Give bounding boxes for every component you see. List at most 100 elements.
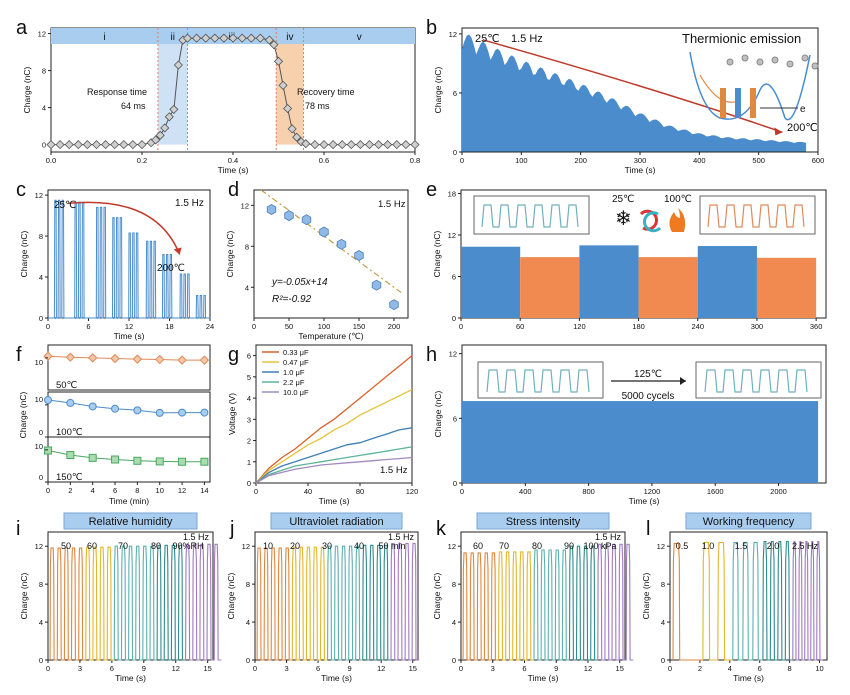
panel-letter-i: i	[16, 518, 20, 540]
start-temp-label: 25℃	[475, 33, 500, 45]
data-point	[133, 406, 142, 415]
y-tick-label: 8	[245, 242, 249, 251]
y-tick-label: 8	[246, 580, 250, 589]
y-tick-label: 6	[247, 352, 251, 361]
y-axis-label: Charge (nC)	[433, 390, 443, 437]
data-point	[110, 353, 120, 364]
data-point	[401, 140, 411, 150]
data-point	[278, 80, 288, 90]
group-label: 30	[322, 541, 332, 551]
start-temp-label: 25℃	[54, 200, 76, 211]
data-point	[119, 140, 129, 150]
data-point	[101, 140, 111, 150]
x-tick-label: 0	[46, 664, 50, 673]
y-tick-label: 12	[448, 231, 456, 240]
group-label: 90	[564, 541, 574, 551]
data-point	[374, 140, 384, 150]
data-point	[389, 299, 399, 311]
y-axis-label: Charge (nC)	[19, 572, 29, 619]
data-point	[192, 33, 202, 43]
series-line	[255, 427, 413, 484]
data-point	[319, 140, 329, 150]
data-point	[155, 130, 165, 140]
y-tick-label: 0	[247, 479, 251, 488]
x-tick-label: 0	[252, 322, 256, 331]
panel-letter-a: a	[16, 17, 28, 39]
pulse-group	[49, 547, 86, 661]
y-tick-label: 8	[39, 232, 43, 241]
y-tick-label: 4	[39, 273, 43, 282]
pulse-group	[792, 540, 823, 661]
x-tick-label: 120	[406, 487, 419, 496]
group-label: 60	[473, 541, 483, 551]
data-point	[337, 140, 347, 150]
x-tick-label: 600	[812, 156, 825, 165]
x-axis-label: Time (s)	[114, 331, 145, 341]
test-banner	[270, 512, 403, 530]
segment-area	[520, 257, 580, 318]
data-point	[319, 226, 329, 238]
x-tick-label: 120	[573, 322, 586, 331]
x-tick-label: 4	[728, 664, 732, 673]
data-point	[292, 132, 302, 142]
frequency-label: 1.5 Hz	[183, 532, 210, 542]
x-tick-label: 200	[574, 156, 587, 165]
x-tick-label: 15	[204, 664, 212, 673]
atom-icon	[786, 60, 794, 68]
pulse-group	[762, 540, 793, 661]
y-axis-label: Charge (nC)	[226, 572, 236, 619]
pulse-group	[597, 543, 634, 661]
y-tick-label: 5	[247, 373, 251, 382]
response-time-label: Response time	[87, 87, 147, 97]
x-tick-label: 0	[459, 322, 463, 331]
x-tick-label: 1600	[707, 487, 724, 496]
x-tick-label: 2000	[770, 487, 787, 496]
pulse-group	[291, 546, 328, 661]
data-point	[287, 124, 297, 134]
pulse-group	[256, 547, 293, 661]
y-tick-label: 10	[35, 442, 43, 451]
x-tick-label: 400	[519, 487, 532, 496]
data-point	[46, 140, 56, 150]
x-tick-label: 2	[68, 486, 72, 495]
data-point	[110, 140, 120, 150]
x-tick-label: 6	[110, 664, 114, 673]
x-tick-label: 12	[125, 322, 133, 331]
data-point	[88, 453, 97, 462]
group-label: 50 min	[378, 541, 405, 551]
y-tick-label: 0	[453, 479, 457, 488]
data-point	[182, 33, 193, 43]
legend-label: 0.47 μF	[283, 358, 309, 367]
y-tick-label: 12	[241, 201, 249, 210]
legend-label: 0.33 μF	[283, 348, 309, 357]
group-label: 40	[354, 541, 364, 551]
x-tick-label: 0.2	[137, 156, 147, 165]
data-point	[283, 103, 293, 114]
group-label: 20	[290, 541, 300, 551]
x-tick-label: 4	[91, 486, 95, 495]
x-axis-label: Time (s)	[629, 496, 660, 506]
atom-icon	[771, 56, 779, 64]
x-axis-label: Time (s)	[733, 673, 764, 683]
stage-label: iv	[286, 32, 293, 43]
data-point	[169, 104, 179, 114]
y-tick-label: 10	[35, 395, 43, 404]
test-banner-label: Working frequency	[703, 516, 795, 528]
flame-icon	[669, 208, 686, 232]
x-tick-label: 200	[388, 322, 401, 331]
x-tick-label: 6	[758, 664, 762, 673]
legend-label: 10.0 μF	[283, 388, 309, 397]
segment-area	[697, 246, 757, 318]
y-tick-label: 12	[35, 191, 43, 200]
pulse-group	[462, 552, 499, 661]
y-tick-label: 0	[452, 656, 456, 665]
data-point	[178, 457, 187, 466]
x-tick-label: 18	[165, 322, 173, 331]
data-point	[364, 140, 375, 150]
data-point	[177, 355, 187, 365]
stage-label: v	[357, 32, 362, 43]
data-point	[91, 140, 102, 150]
y-tick-label: 0	[39, 428, 43, 437]
series-line	[255, 355, 413, 484]
